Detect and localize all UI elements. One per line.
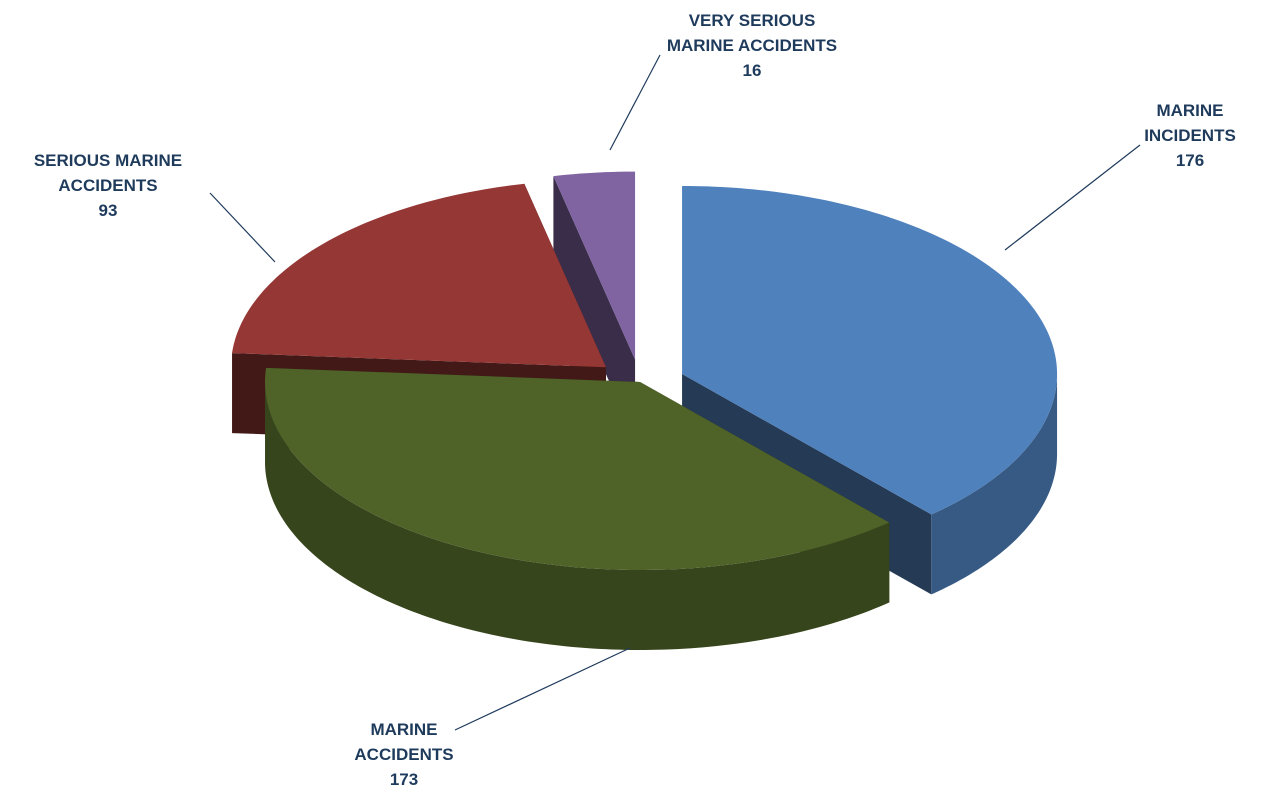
leader-line [609,54,661,151]
category-label: MARINE INCIDENTS [1144,101,1236,145]
slice [232,183,606,368]
category-label: SERIOUS MARINE ACCIDENTS [33,151,183,195]
value-label: 93 [98,201,118,220]
value-label: 176 [1175,151,1205,170]
leader-line [209,192,276,263]
rim-wall [265,384,890,650]
slice [265,367,890,570]
value-label: 173 [389,770,419,789]
slice [553,171,636,360]
value-label: 16 [742,61,762,80]
rim-wall [931,373,1058,595]
data-label: VERY SERIOUS MARINE ACCIDENTS 16 [652,8,852,83]
slice [682,185,1058,515]
category-label: MARINE ACCIDENTS [354,720,454,764]
data-label: SERIOUS MARINE ACCIDENTS 93 [8,148,208,223]
data-label: MARINE ACCIDENTS 173 [349,717,459,792]
leader-line [1004,144,1141,251]
side-wall [553,176,636,440]
data-label: MARINE INCIDENTS 176 [1135,98,1245,173]
leader-line [454,647,631,731]
category-label: VERY SERIOUS MARINE ACCIDENTS [666,11,838,55]
